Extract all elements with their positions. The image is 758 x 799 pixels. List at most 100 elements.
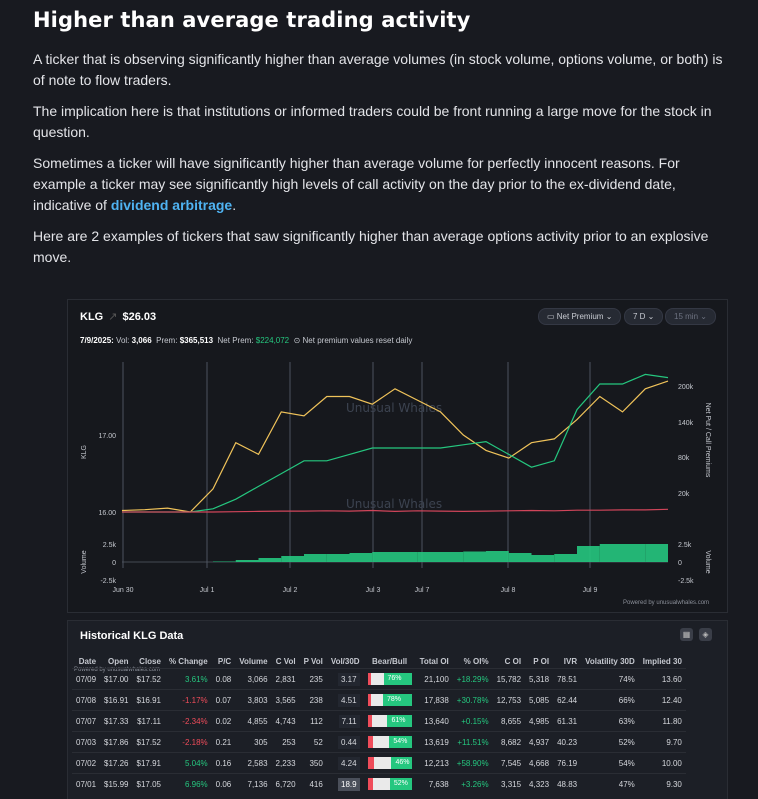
table-cell: 07/09: [72, 668, 101, 690]
column-header[interactable]: P Vol: [303, 656, 323, 666]
table-cell: +0.15%: [452, 710, 493, 732]
table-cell: 21,100: [415, 668, 453, 690]
table-cell: 78%: [363, 689, 416, 711]
column-header[interactable]: IVR: [563, 656, 578, 666]
table-cell: $17.91: [132, 752, 165, 774]
chart-widget: KLG ↗ $26.03 ▭ Net Premium ⌄ 7 D ⌄ 15 min …: [67, 299, 728, 613]
column-header[interactable]: P OI: [533, 656, 550, 666]
calendar-icon[interactable]: ▦: [680, 628, 693, 641]
chart-powered-by: Powered by unusualwhales.com: [623, 600, 709, 606]
table-cell: 6.96%: [164, 773, 212, 794]
column-header[interactable]: Implied 30: [642, 656, 682, 666]
table-cell: 4,743: [271, 710, 300, 732]
column-header[interactable]: Date: [78, 656, 97, 666]
table-cell: 40.23: [553, 731, 582, 753]
table-cell: 11.80: [638, 710, 686, 732]
table-cell: 3,315: [492, 773, 526, 794]
ticker-symbol[interactable]: KLG: [80, 311, 104, 323]
table-cell: +11.51%: [452, 731, 493, 753]
series-call-premium-line: [122, 373, 669, 513]
volume-tick-label-right: -2.5k: [678, 578, 694, 585]
premium-chart[interactable]: Unusual Whales Unusual Whales Jun 30 Jul …: [68, 342, 727, 612]
table-row[interactable]: 07/08 $16.91 $16.91 -1.17% 0.07 3,803 3,565 238…: [72, 689, 686, 711]
vol-label: Vol:: [116, 336, 130, 345]
paragraph-4: Here are 2 examples of tickers that saw …: [33, 228, 709, 265]
chart-header: KLG ↗ $26.03: [80, 310, 156, 323]
column-header[interactable]: P/C: [217, 656, 232, 666]
volume-bar: [349, 553, 373, 562]
range-label: 7 D: [633, 312, 646, 321]
table-cell: 12.40: [638, 689, 686, 711]
bear-bull-bar: 54%: [367, 736, 412, 748]
bull-segment: 76%: [383, 673, 412, 685]
x-tick-label: Jul 2: [283, 587, 298, 594]
net-premium-dropdown[interactable]: ▭ Net Premium ⌄: [538, 308, 622, 325]
volume-bar: [258, 558, 282, 562]
table-cell: 112: [299, 710, 327, 732]
table-cell: 8,655: [492, 710, 526, 732]
column-header[interactable]: Vol/30D: [330, 656, 360, 666]
table-row[interactable]: 07/09 $17.00 $17.52 3.61% 0.08 3,066 2,831 235 3…: [72, 668, 686, 690]
column-header[interactable]: Bear/Bull: [372, 656, 408, 666]
interval-dropdown[interactable]: 15 min ⌄: [665, 308, 716, 325]
bear-bull-bar: 78%: [367, 694, 412, 706]
table-cell: 12,753: [492, 689, 526, 711]
range-dropdown[interactable]: 7 D ⌄: [624, 308, 664, 325]
table-cell: 253: [271, 731, 300, 753]
table-cell: $17.33: [100, 710, 133, 732]
column-header[interactable]: Volatility 30D: [585, 656, 635, 666]
table-cell: 5,085: [525, 689, 554, 711]
expand-icon[interactable]: ◈: [699, 628, 712, 641]
bull-segment: 61%: [387, 715, 412, 727]
x-tick-label: Jul 9: [583, 587, 598, 594]
table-cell: 4,323: [525, 773, 554, 794]
table-cell: +18.29%: [452, 668, 493, 690]
volume-bar: [622, 544, 646, 562]
table-cell: $17.26: [100, 752, 133, 774]
bear-segment: [367, 757, 375, 769]
column-header[interactable]: C OI: [504, 656, 522, 666]
table-cell: 07/03: [72, 731, 101, 753]
column-header[interactable]: Close: [139, 656, 161, 666]
interval-label: 15 min: [674, 312, 699, 321]
table-cell: -1.17%: [164, 689, 212, 711]
table-cell: 5.04%: [164, 752, 212, 774]
column-header[interactable]: Total OI: [419, 656, 449, 666]
table-cell: 3,066: [235, 668, 272, 690]
column-header[interactable]: C Vol: [275, 656, 296, 666]
reset-note: Net premium values reset daily: [302, 336, 413, 345]
volume-bar: [235, 560, 259, 562]
volume-bar: [486, 551, 509, 562]
table-cell: 54%: [363, 731, 416, 753]
table-cell: 4,855: [235, 710, 272, 732]
chevron-down-icon: ⌄: [603, 312, 613, 321]
volume-bar: [463, 551, 486, 562]
dividend-arbitrage-link[interactable]: dividend arbitrage: [110, 197, 233, 213]
table-cell: 0.02: [211, 710, 236, 732]
column-header[interactable]: Volume: [239, 656, 268, 666]
column-header[interactable]: % OI%: [463, 656, 489, 666]
chart-icon: ▭: [547, 312, 557, 321]
table-cell: 3.61%: [164, 668, 212, 690]
chevron-down-icon: ⌄: [645, 312, 655, 321]
table-cell: 4,937: [525, 731, 554, 753]
table-cell: 0.44: [326, 731, 364, 753]
left-tick-label: 17.00: [98, 433, 116, 440]
column-header[interactable]: % Change: [168, 656, 208, 666]
right-tick-label: 200k: [678, 384, 694, 391]
table-cell: 66%: [581, 689, 639, 711]
bear-segment: [367, 694, 371, 706]
historical-title: Historical KLG Data: [80, 630, 184, 642]
table-cell: 07/08: [72, 689, 101, 711]
table-cell: 48.83: [553, 773, 582, 794]
chart-watermark-2: Unusual Whales: [346, 497, 442, 511]
table-row[interactable]: 07/07 $17.33 $17.11 -2.34% 0.02 4,855 4,743 112…: [72, 710, 686, 732]
column-header[interactable]: Open: [108, 656, 129, 666]
table-row[interactable]: 07/02 $17.26 $17.91 5.04% 0.16 2,583 2,233 350 4…: [72, 752, 686, 774]
table-cell: 15,782: [492, 668, 526, 690]
table-cell: +58.90%: [452, 752, 493, 774]
table-row[interactable]: 07/01 $15.99 $17.05 6.96% 0.06 7,136 6,720 416 1…: [72, 773, 686, 794]
volume-axis-label: Volume: [81, 550, 88, 573]
table-row[interactable]: 07/03 $17.86 $17.52 -2.18% 0.21 305 253 52 0.44 5…: [72, 731, 686, 753]
table-cell: 8,682: [492, 731, 526, 753]
